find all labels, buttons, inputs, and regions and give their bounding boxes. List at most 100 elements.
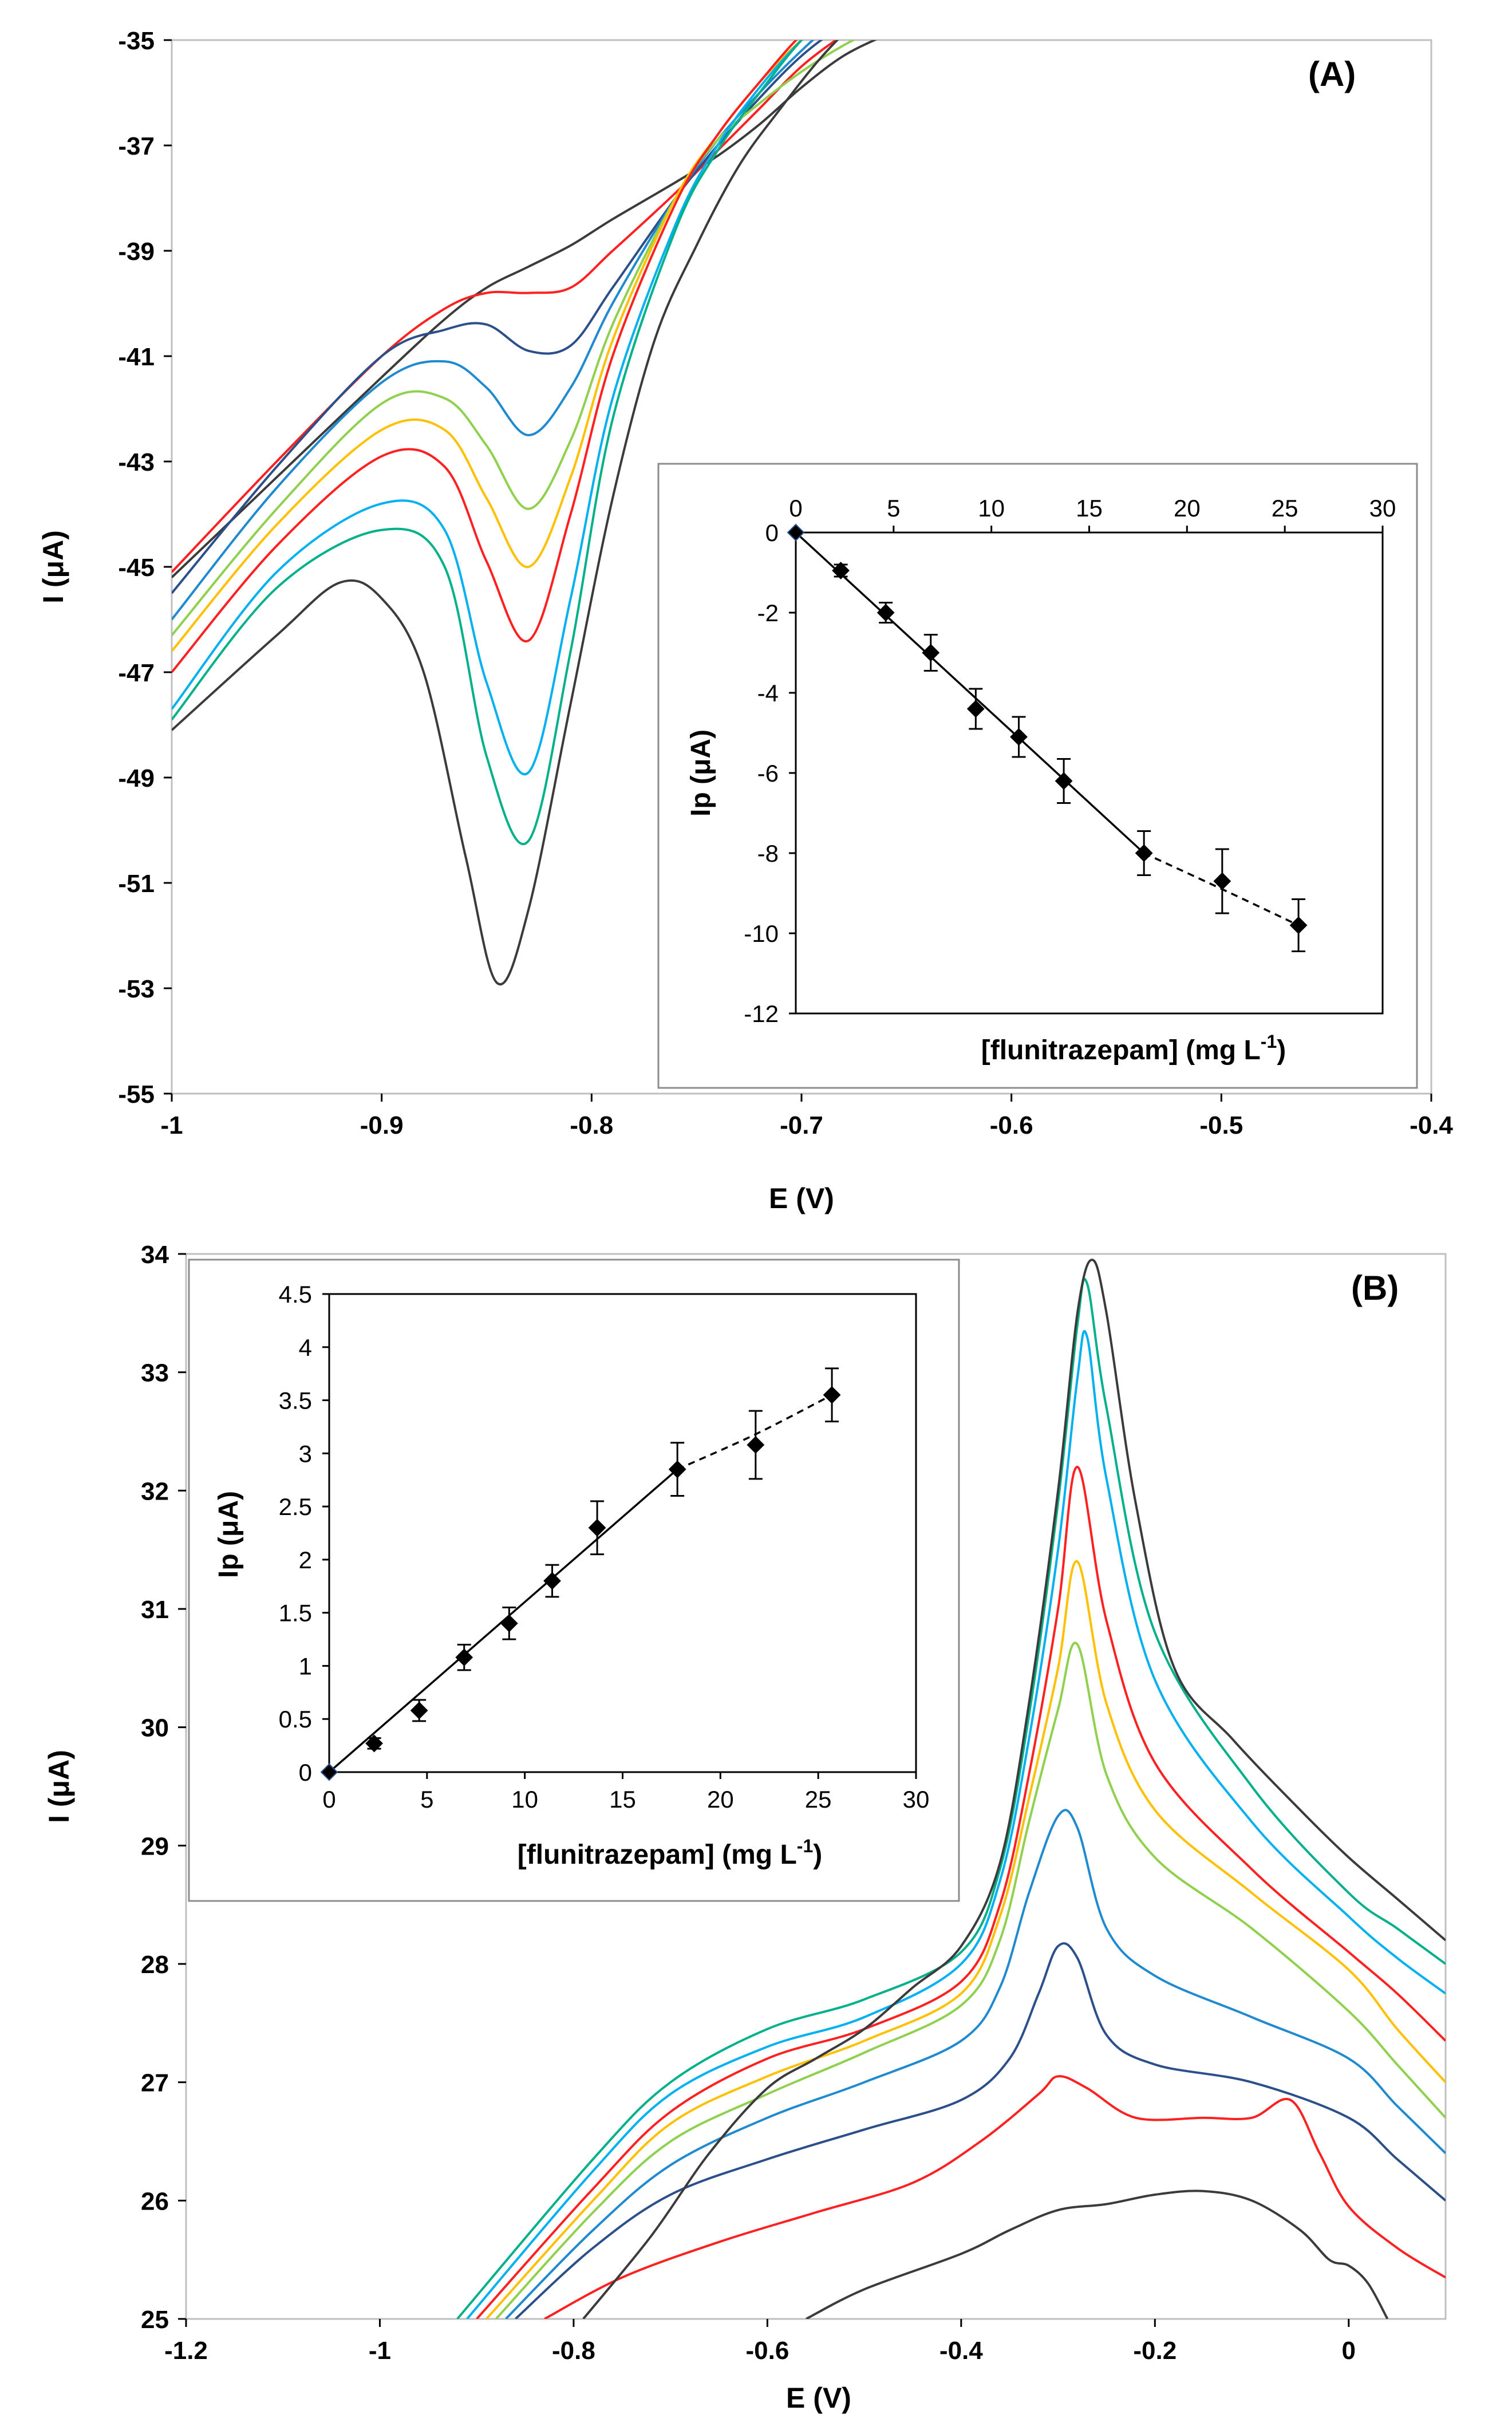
panel-b-inset-y-tick-label: 1.5 bbox=[279, 1600, 312, 1627]
panel-b-inset-data-point bbox=[320, 1763, 338, 1781]
panel-a-x-tick-label: -0.5 bbox=[1199, 1111, 1243, 1139]
panel-a-inset-plot-area bbox=[795, 531, 1384, 1015]
panel-a-x-tick-label: -0.7 bbox=[780, 1111, 823, 1139]
panel-a-inset-data-point bbox=[1135, 844, 1153, 862]
panel-b-series-8 bbox=[466, 1330, 1446, 2319]
panel-a-inset-y-axis-label: Ip (μA) bbox=[686, 729, 716, 816]
panel-a-y-tick-label: -37 bbox=[118, 132, 155, 160]
panel-b-x-tick-label: -0.2 bbox=[1133, 2337, 1177, 2365]
panel-b-y-tick-label: 30 bbox=[141, 1714, 169, 1742]
panel-b-y-axis-label: I (μA) bbox=[43, 1750, 75, 1823]
panel-b-inset-x-tick-label: 15 bbox=[609, 1786, 636, 1813]
panel-b-inset-x-axis-label: [flunitrazepam] (mg L-1) bbox=[518, 1836, 822, 1870]
panel-b-series-4 bbox=[505, 1809, 1446, 2319]
panel-a-x-axis-label: E (V) bbox=[769, 1182, 834, 1214]
panel-b-inset-y-tick-label: 1 bbox=[299, 1652, 312, 1679]
panel-b-inset-data-point bbox=[365, 1734, 383, 1753]
panel-b-y-tick-label: 29 bbox=[141, 1832, 169, 1860]
panel-b-label: (B) bbox=[1351, 1269, 1399, 1307]
panel-a-inset-axes: 0 -2 -4 -6 -8 -10 -12 0 5 10 15 20 25 30 bbox=[744, 495, 1396, 1027]
panel-a-y-tick-label: -41 bbox=[118, 343, 155, 371]
panel-b-inset-x-tick-label: 25 bbox=[805, 1786, 832, 1813]
panel-b-inset-plot-area bbox=[328, 1293, 917, 1773]
panel-a-series-1 bbox=[172, 40, 878, 578]
panel-b-inset-data-point bbox=[747, 1436, 765, 1454]
panel-a-series-3 bbox=[172, 40, 823, 594]
panel-a-x-tick-label: -1 bbox=[160, 1111, 183, 1139]
panel-b-series-5 bbox=[495, 1642, 1446, 2319]
panel-b-inset-x-tick-label: 20 bbox=[707, 1786, 734, 1813]
panel-a-axes: -35-37-39-41-43-45-47-49-51-53-55-1 -0.9-… bbox=[118, 27, 1453, 1139]
panel-b-inset-y-tick-label: 4 bbox=[299, 1334, 312, 1361]
panel-a-inset-x-tick-label: 5 bbox=[887, 495, 900, 522]
panel-b-x-tick-label: -1 bbox=[369, 2337, 391, 2365]
panel-a-series-6 bbox=[172, 40, 804, 652]
panel-b-series-6 bbox=[485, 1560, 1446, 2319]
panel-b-inset-x-tick-label: 10 bbox=[511, 1786, 538, 1813]
panel-a-inset-x-tick-label: 15 bbox=[1076, 495, 1103, 522]
panel-b-x-tick-label: -0.4 bbox=[939, 2337, 983, 2365]
panel-a-inset-y-tick-label: -6 bbox=[757, 760, 779, 787]
panel-a-y-tick-label: -49 bbox=[118, 764, 155, 792]
panel-a-y-tick-label: -51 bbox=[118, 870, 155, 898]
panel-b-x-tick-label: -0.6 bbox=[745, 2337, 789, 2365]
panel-a-series-10 bbox=[172, 40, 839, 985]
panel-a-inset-x-tick-label: 10 bbox=[978, 495, 1005, 522]
panel-a-inset-x-tick-label: 25 bbox=[1272, 495, 1298, 522]
panel-b-inset-data-point bbox=[500, 1614, 518, 1632]
panel-a-inset-data-point bbox=[832, 562, 850, 579]
panel-b-inset-x-label-main: [flunitrazepam] (mg L bbox=[518, 1840, 797, 1870]
panel-b-inset: 0 0.5 1 1.5 2 2.5 3 3.5 4 4.5 0 5 10 15 20 25 30 Ip (μA)… bbox=[188, 1259, 960, 1902]
panel-a-inset-x-label-main: [flunitrazepam] (mg L bbox=[981, 1035, 1261, 1066]
panel-b-inset-data-point bbox=[410, 1701, 428, 1719]
panel-a-inset-data-point bbox=[1055, 772, 1073, 790]
panel-a-inset-x-tick-label: 0 bbox=[789, 495, 802, 522]
panel-a-series-4 bbox=[172, 40, 815, 621]
panel-b-series-10 bbox=[582, 1259, 1446, 2319]
panel-a-inset-data-point bbox=[966, 700, 985, 718]
panel-b-inset-y-tick-label: 3.5 bbox=[279, 1387, 312, 1414]
panel-a-series-7 bbox=[172, 40, 798, 673]
panel-a-inset-x-tick-label: 20 bbox=[1174, 495, 1201, 522]
panel-b-series-9 bbox=[456, 1277, 1446, 2319]
panel-a-series-5 bbox=[172, 40, 856, 636]
panel-b-inset-x-label-sup: -1 bbox=[797, 1836, 813, 1856]
panel-a-label: (A) bbox=[1308, 55, 1356, 93]
panel-a-inset-y-tick-label: 0 bbox=[765, 519, 779, 546]
panel-b-inset-data-point bbox=[823, 1386, 841, 1404]
panel-a-x-tick-label: -0.6 bbox=[990, 1111, 1033, 1139]
panel-b-inset-y-tick-label: 3 bbox=[299, 1440, 312, 1467]
panel-a-inset-x-label-close: ) bbox=[1277, 1035, 1286, 1066]
panel-a-inset-x-axis-label: [flunitrazepam] (mg L-1) bbox=[981, 1031, 1286, 1066]
panel-b-x-tick-label: -0.8 bbox=[552, 2337, 595, 2365]
panel-a-inset-data-point bbox=[787, 523, 805, 542]
panel-a-inset: 0 -2 -4 -6 -8 -10 -12 0 5 10 15 20 25 30 Ip (μA) [flu… bbox=[657, 463, 1418, 1089]
panel-b-series-2 bbox=[544, 2075, 1446, 2319]
panel-b-inset-x-label-close: ) bbox=[813, 1840, 822, 1870]
panel-b-y-tick-label: 32 bbox=[141, 1477, 169, 1505]
panel-b-y-tick-label: 31 bbox=[141, 1596, 169, 1624]
panel-b-x-tick-label: 0 bbox=[1342, 2337, 1356, 2365]
panel-a-y-tick-label: -55 bbox=[118, 1080, 155, 1109]
panel-a-inset-data-point bbox=[1213, 872, 1231, 890]
panel-b-y-tick-label: 25 bbox=[141, 2306, 169, 2334]
panel-b-inset-x-tick-label: 30 bbox=[903, 1786, 930, 1813]
panel-b-inset-y-tick-label: 2 bbox=[299, 1547, 312, 1573]
panel-a: -35-37-39-41-43-45-47-49-51-53-55-1 -0.9-… bbox=[37, 27, 1453, 1214]
panel-b-series-7 bbox=[476, 1465, 1446, 2319]
panel-a-inset-y-tick-label: -12 bbox=[744, 1000, 779, 1027]
panel-a-y-tick-label: -47 bbox=[118, 659, 155, 687]
panel-a-inset-y-tick-label: -2 bbox=[757, 599, 779, 626]
panel-b-inset-data-point bbox=[543, 1572, 561, 1590]
panel-a-inset-x-label-sup: -1 bbox=[1261, 1031, 1277, 1052]
panel-b-inset-x-tick-label: 5 bbox=[420, 1786, 433, 1813]
panel-b-inset-y-tick-label: 0.5 bbox=[279, 1706, 312, 1733]
panel-b-inset-y-tick-label: 2.5 bbox=[279, 1493, 312, 1520]
panel-a-y-tick-label: -45 bbox=[118, 554, 155, 582]
panel-b-inset-marks bbox=[320, 1367, 841, 1781]
panel-a-y-tick-label: -43 bbox=[118, 448, 155, 476]
panel-b-inset-y-axis-label: Ip (μA) bbox=[214, 1491, 244, 1578]
